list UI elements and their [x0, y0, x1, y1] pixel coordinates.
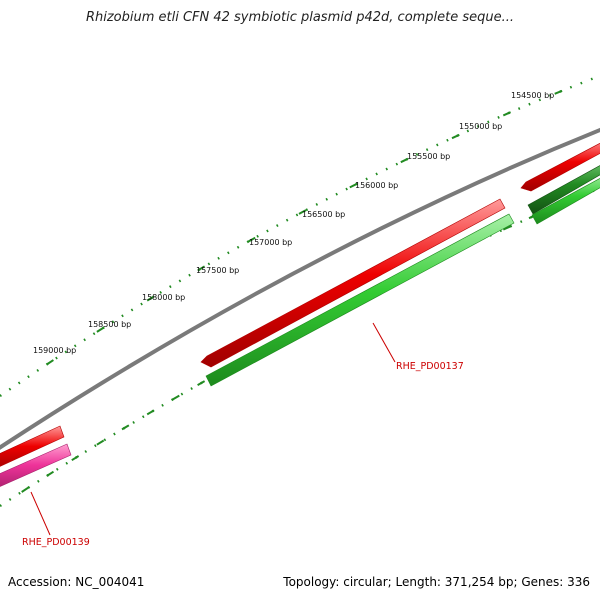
tick-mark: [96, 439, 105, 446]
tick-mark: [71, 455, 80, 462]
tick-label: 157000 bp: [249, 238, 292, 247]
inner-major-ticks: [21, 192, 589, 493]
tick-mark: [502, 225, 512, 231]
gene-feature-reverse[interactable]: [527, 160, 600, 215]
tick-mark: [46, 470, 55, 477]
tick-label: 158000 bp: [142, 293, 185, 302]
outer-tick-ring: [0, 74, 600, 397]
map-title: Rhizobium etli CFN 42 symbiotic plasmid …: [85, 10, 515, 25]
gene-feature-reverse[interactable]: [0, 443, 72, 491]
gene-label-rhe-pd00139[interactable]: RHE_PD00139: [22, 537, 90, 548]
gene-feature-forward[interactable]: [0, 425, 65, 471]
tick-label: 157500 bp: [196, 266, 239, 275]
outer-major-ticks: [46, 89, 563, 366]
tick-mark: [247, 236, 256, 243]
gene-label-leader: [372, 322, 396, 363]
tick-label: 155500 bp: [407, 152, 450, 161]
gene-feature-forward[interactable]: [520, 138, 600, 192]
tick-label: 159000 bp: [33, 346, 76, 355]
tick-mark: [96, 326, 105, 333]
tick-mark: [146, 295, 155, 302]
tick-label: 158500 bp: [88, 320, 131, 329]
tick-label: 155000 bp: [459, 122, 502, 131]
accession-text: Accession: NC_004041: [8, 575, 145, 589]
gene-feature-reverse[interactable]: [531, 173, 600, 225]
tick-mark: [400, 157, 409, 164]
tick-mark: [451, 133, 460, 140]
topology-summary: Topology: circular; Length: 371,254 bp; …: [283, 575, 590, 589]
tick-mark: [197, 380, 206, 386]
gene-feature-forward[interactable]: [200, 198, 506, 368]
tick-labels: 154500 bp 155000 bp 155500 bp 156000 bp …: [33, 91, 554, 355]
tick-label: 156000 bp: [355, 181, 398, 190]
tick-mark: [46, 359, 54, 366]
gene-label-rhe-pd00137[interactable]: RHE_PD00137: [396, 361, 464, 372]
tick-mark: [554, 89, 563, 95]
inner-tick-ring: [0, 186, 600, 508]
plasmid-backbone: [0, 127, 600, 450]
gene-feature-reverse[interactable]: [205, 213, 515, 387]
gene-label-leader: [30, 491, 51, 536]
tick-mark: [171, 394, 180, 401]
tick-mark: [349, 182, 358, 189]
tick-mark: [21, 486, 29, 493]
tick-mark: [502, 111, 512, 117]
tick-label: 156500 bp: [302, 210, 345, 219]
tick-mark: [121, 424, 130, 431]
tick-label: 154500 bp: [511, 91, 554, 100]
tick-mark: [146, 409, 155, 416]
tick-mark: [197, 265, 206, 272]
tick-mark: [298, 209, 307, 215]
